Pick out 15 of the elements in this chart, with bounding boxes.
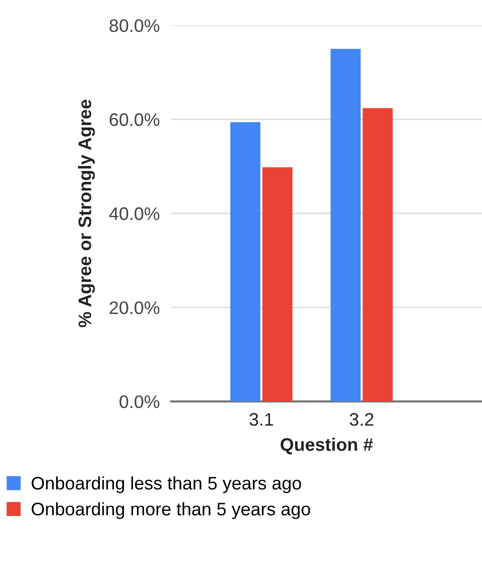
y-tick-label: 60.0% xyxy=(110,113,160,126)
bar xyxy=(330,48,361,402)
legend-label: Onboarding more than 5 years ago xyxy=(32,502,310,520)
y-tick-label: 40.0% xyxy=(109,207,160,220)
bar xyxy=(362,108,393,402)
y-tick-label: 80.0% xyxy=(110,19,160,32)
x-tick-label: 3.2 xyxy=(350,413,374,426)
y-tick-label: 20.0% xyxy=(110,301,160,314)
legend-label: Onboarding less than 5 years ago xyxy=(32,476,302,494)
y-tick-label: 0.0% xyxy=(120,395,160,408)
bar xyxy=(230,122,260,402)
x-tick-label: 3.1 xyxy=(250,413,274,426)
y-axis-title: % Agree or Strongly Agree xyxy=(78,100,95,328)
bar xyxy=(262,167,292,402)
x-axis-title: Question # xyxy=(280,438,373,454)
